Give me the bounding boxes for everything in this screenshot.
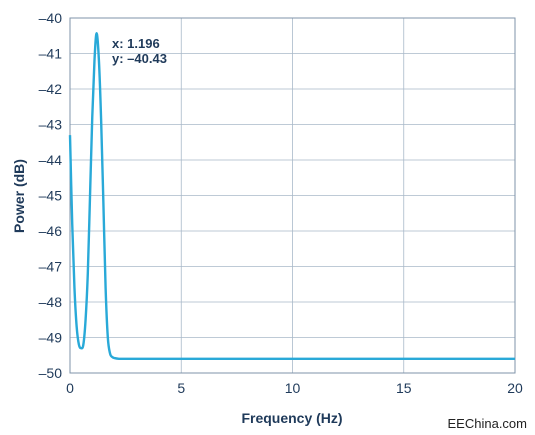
x-tick-label: 5 — [177, 380, 185, 396]
y-tick-label: –49 — [39, 330, 63, 346]
y-tick-label: –45 — [39, 188, 63, 204]
x-axis-label: Frequency (Hz) — [241, 410, 342, 426]
x-tick-label: 10 — [285, 380, 301, 396]
y-tick-label: –41 — [39, 46, 63, 62]
power-curve — [68, 32, 515, 361]
x-tick-label: 15 — [396, 380, 412, 396]
x-tick-label: 0 — [66, 380, 74, 396]
y-tick-label: –47 — [39, 259, 63, 275]
x-tick-label: 20 — [507, 380, 523, 396]
y-tick-label: –43 — [39, 117, 63, 133]
watermark-text: EEChina.com — [448, 416, 527, 431]
y-tick-label: –44 — [39, 152, 63, 168]
tick-labels: 0 5 10 15 20 –40 –41 –42 –43 –44 –45 –46 –47 –48 –49 –5… — [39, 10, 523, 396]
annotation-x-readout: x: 1.196 — [112, 36, 160, 51]
peak-annotation: x: 1.196 y: –40.43 — [112, 36, 167, 66]
y-axis-label: Power (dB) — [11, 159, 27, 233]
y-tick-label: –46 — [39, 223, 63, 239]
y-tick-label: –40 — [39, 10, 63, 26]
annotation-y-readout: y: –40.43 — [112, 51, 167, 66]
y-tick-label: –48 — [39, 294, 63, 310]
plot-frame — [69, 17, 516, 374]
y-tick-label: –42 — [39, 81, 63, 97]
grid-lines — [69, 17, 516, 374]
y-tick-label: –50 — [39, 365, 63, 381]
